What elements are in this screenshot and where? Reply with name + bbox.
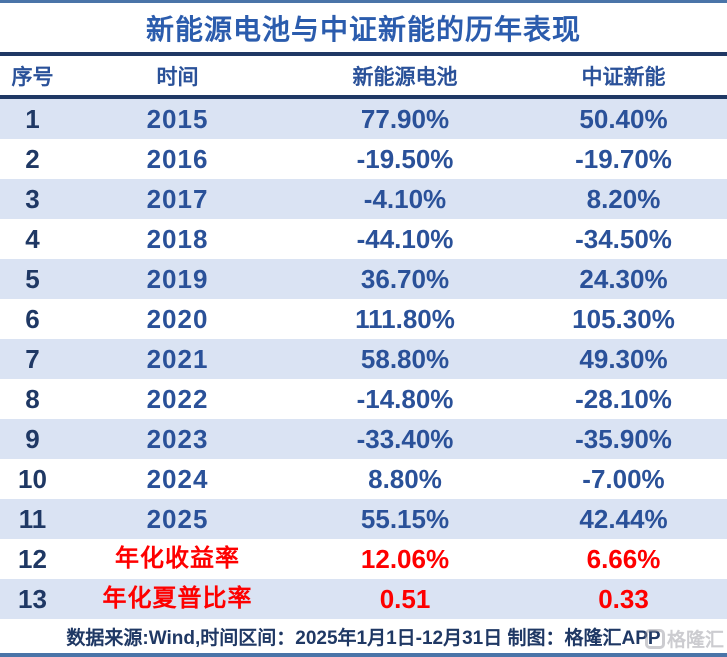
cell-index: 4: [25, 224, 40, 254]
cell-csi: 0.33: [598, 584, 649, 614]
cell-period: 2022: [146, 384, 209, 414]
cell-period: 2018: [146, 224, 209, 254]
cell-battery: 77.90%: [360, 104, 450, 134]
column-header-battery: 新能源电池: [352, 65, 458, 89]
cell-csi: 6.66%: [586, 544, 661, 574]
cell-index: 1: [25, 104, 40, 134]
source-note: 数据来源:Wind,时间区间：2025年1月1日-12月31日 制图：格隆汇AP…: [66, 627, 661, 649]
table-row: 7 2021 58.80% 49.30%: [0, 339, 727, 379]
cell-index: 9: [25, 424, 40, 454]
cell-index: 10: [18, 464, 47, 494]
cell-battery: 111.80%: [355, 304, 455, 334]
table-row: 8 2022 -14.80% -28.10%: [0, 379, 727, 419]
cell-index: 2: [25, 144, 40, 174]
table-row: 1 2015 77.90% 50.40%: [0, 99, 727, 139]
cell-csi: 49.30%: [579, 344, 668, 374]
cell-csi: -19.70%: [575, 144, 672, 174]
cell-battery: 55.15%: [360, 504, 450, 534]
cell-period: 2020: [146, 304, 209, 334]
cell-battery: 58.80%: [360, 344, 450, 374]
cell-period: 2016: [146, 144, 209, 174]
cell-battery: -14.80%: [356, 384, 454, 414]
cell-csi: -34.50%: [575, 224, 672, 254]
table-row: 9 2023 -33.40% -35.90%: [0, 419, 727, 459]
cell-csi: -35.90%: [575, 424, 672, 454]
cell-index: 11: [18, 504, 47, 534]
cell-csi: -7.00%: [582, 464, 665, 494]
table-header-row: 序号 时间 新能源电池 中证新能: [0, 56, 727, 95]
table-row: 6 2020 111.80% 105.30%: [0, 299, 727, 339]
cell-index: 8: [25, 384, 40, 414]
cell-period: 2021: [146, 344, 209, 374]
cell-battery: 0.51: [379, 584, 431, 614]
table-body: 1 2015 77.90% 50.40% 2 2016 -19.50% -19.70% 3 201…: [0, 99, 727, 619]
cell-battery: 36.70%: [360, 264, 450, 294]
cell-index: 5: [25, 264, 40, 294]
table-row: 4 2018 -44.10% -34.50%: [0, 219, 727, 259]
cell-period: 2015: [146, 104, 209, 134]
cell-index: 13: [18, 584, 47, 614]
table-row: 2 2016 -19.50% -19.70%: [0, 139, 727, 179]
cell-period: 年化收益率: [115, 545, 240, 572]
cell-csi: -28.10%: [575, 384, 672, 414]
cell-battery: -19.50%: [356, 144, 454, 174]
cell-csi: 8.20%: [586, 184, 661, 214]
table-row: 12 年化收益率 12.06% 6.66%: [0, 539, 727, 579]
cell-battery: 12.06%: [360, 544, 450, 574]
cell-battery: 8.80%: [368, 464, 442, 494]
cell-battery: -33.40%: [356, 424, 454, 454]
page-title: 新能源电池与中证新能的历年表现: [145, 13, 581, 45]
cell-index: 12: [18, 544, 47, 574]
cell-index: 7: [25, 344, 40, 374]
table-row: 11 2025 55.15% 42.44%: [0, 499, 727, 539]
cell-battery: -4.10%: [363, 184, 447, 214]
title-divider: [0, 52, 727, 56]
header-divider: [0, 95, 727, 99]
cell-period: 2025: [146, 504, 209, 534]
table-row: 13 年化夏普比率 0.51 0.33: [0, 579, 727, 619]
cell-period: 2019: [146, 264, 209, 294]
column-header-csi: 中证新能: [581, 65, 666, 89]
cell-period: 年化夏普比率: [102, 585, 253, 612]
cell-csi: 105.30%: [572, 304, 675, 334]
cell-index: 6: [25, 304, 40, 334]
table-row: 10 2024 8.80% -7.00%: [0, 459, 727, 499]
column-header-index: 序号: [11, 65, 54, 89]
cell-period: 2024: [146, 464, 209, 494]
table-row: 3 2017 -4.10% 8.20%: [0, 179, 727, 219]
cell-index: 3: [25, 184, 40, 214]
column-header-period: 时间: [156, 65, 199, 89]
cell-csi: 50.40%: [579, 104, 668, 134]
cell-battery: -44.10%: [356, 224, 454, 254]
cell-period: 2017: [146, 184, 209, 214]
cell-csi: 24.30%: [579, 264, 668, 294]
table-row: 5 2019 36.70% 24.30%: [0, 259, 727, 299]
cell-period: 2023: [146, 424, 209, 454]
cell-csi: 42.44%: [579, 504, 668, 534]
